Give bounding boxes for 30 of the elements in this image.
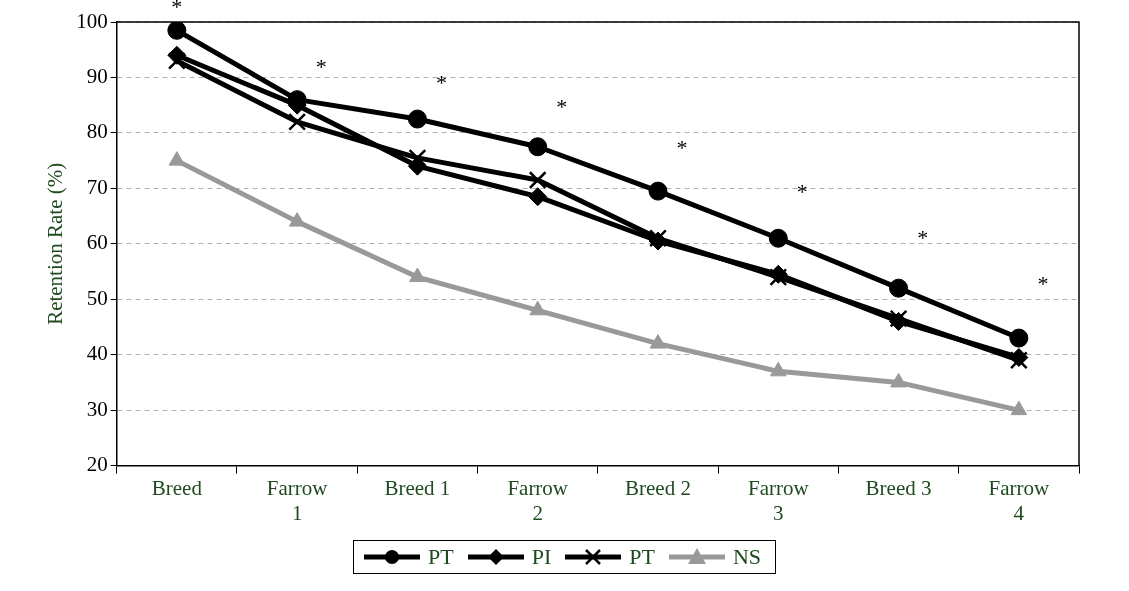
legend-label: PT <box>629 544 655 570</box>
x-tick-label: Breed 1 <box>384 475 451 500</box>
x-tick-label: Farrow 3 <box>747 475 810 525</box>
y-tick-label: 80 <box>86 119 108 144</box>
y-tick-label: 50 <box>86 285 108 310</box>
y-tick-label: 20 <box>86 452 108 477</box>
x-tick-label: Breed 3 <box>865 475 932 500</box>
annotation: * <box>917 224 929 250</box>
text: * <box>171 0 183 20</box>
x-tick-label: Farrow 1 <box>266 475 329 525</box>
annotation: * <box>796 178 808 204</box>
annotation: * <box>315 53 327 79</box>
y-tick-label: 90 <box>86 63 108 88</box>
y-tick-label: 70 <box>86 174 108 199</box>
x-tick-label: Farrow 4 <box>988 475 1051 525</box>
x-tick-label: Breed 2 <box>625 475 691 500</box>
y-tick-label: 60 <box>86 230 108 255</box>
legend-label: PT <box>427 544 454 570</box>
annotation: * <box>676 134 688 160</box>
legend-label: NS <box>732 544 762 570</box>
x-tick-label: Breed <box>151 475 203 500</box>
annotation: * <box>1037 271 1049 297</box>
y-tick-label: 30 <box>86 396 108 421</box>
y-tick-label: 100 <box>76 8 108 33</box>
annotation: * <box>556 94 568 120</box>
y-axis-title: Retention Rate (%) <box>43 162 68 325</box>
x-tick-label: Farrow 2 <box>507 475 569 525</box>
y-tick-label: 40 <box>86 341 108 366</box>
annotation: * <box>435 69 447 95</box>
legend-label: PI <box>531 544 552 570</box>
